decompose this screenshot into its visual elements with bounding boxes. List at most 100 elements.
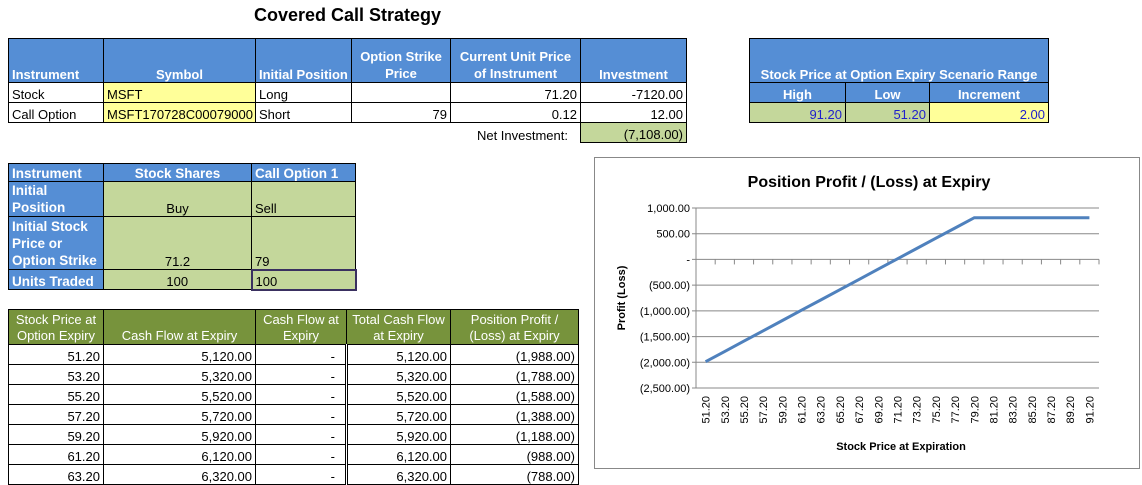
cell-profit-loss[interactable]: (788.00) [451,465,579,485]
cell-stock-cash-flow[interactable]: 6,120.00 [104,445,256,465]
y-tick-label: 1,000.00 [647,203,690,215]
cell-stock-cash-flow[interactable]: 5,120.00 [104,345,256,365]
cell-profit-loss[interactable]: (1,188.00) [451,425,579,445]
sheet-title: Covered Call Strategy [200,5,495,26]
cell-option-cash-flow[interactable]: - [256,405,347,425]
positions-table: Instrument Stock Shares Call Option 1 In… [8,163,357,291]
x-tick-label: 83.20 [1008,396,1020,424]
x-tick-label: 61.20 [797,396,809,424]
x-tick-label: 91.20 [1084,396,1096,424]
profit-loss-chart[interactable]: Position Profit / (Loss) at Expiry Profi… [594,157,1140,469]
x-tick-label: 85.20 [1027,396,1039,424]
cell-instrument[interactable]: Call Option [9,103,104,123]
payoff-table: Stock Price at Option Expiry Cash Flow a… [8,309,579,485]
cell-option-cash-flow[interactable]: - [256,345,347,365]
y-axis-label: Profit (Loss) [616,265,628,330]
cell-strike[interactable] [352,83,451,103]
chart-title: Position Profit / (Loss) at Expiry [748,174,991,191]
cell-profit-loss[interactable]: (1,788.00) [451,365,579,385]
header-symbol: Symbol [104,39,256,83]
cell-stock-cash-flow[interactable]: 6,320.00 [104,465,256,485]
cell-stock-cash-flow[interactable]: 5,920.00 [104,425,256,445]
cell-stock-cash-flow[interactable]: 5,320.00 [104,365,256,385]
cell-position[interactable]: Long [256,83,352,103]
y-tick-label: (1,500.00) [640,332,690,344]
y-tick-label: (2,500.00) [640,383,690,395]
header-low: Low [846,83,930,103]
profit-loss-line [706,218,1090,362]
x-tick-label: 73.20 [912,396,924,424]
cell-profit-loss[interactable]: (1,388.00) [451,405,579,425]
cell-option-cash-flow[interactable]: - [256,365,347,385]
cell-option-cash-flow[interactable]: - [256,425,347,445]
cell-position[interactable]: Short [256,103,352,123]
cell-stock-cash-flow[interactable]: 5,720.00 [104,405,256,425]
x-tick-label: 71.20 [893,396,905,424]
cell-stock-price[interactable]: 51.20 [9,345,104,365]
x-tick-label: 77.20 [950,396,962,424]
low-value[interactable]: 51.20 [846,103,930,123]
cell-option-cash-flow[interactable]: - [256,465,347,485]
cell-symbol[interactable]: MSFT170728C00079000 [104,103,256,123]
cell-total-cash-flow[interactable]: 5,720.00 [347,405,451,425]
header-profit-loss: Position Profit / (Loss) at Expiry [451,310,579,345]
cell-total-cash-flow[interactable]: 5,520.00 [347,385,451,405]
cell-instrument[interactable]: Stock [9,83,104,103]
cell-symbol[interactable]: MSFT [104,83,256,103]
header-stock-shares: Stock Shares [104,164,252,182]
cell-price[interactable]: 71.20 [451,83,581,103]
cell-total-cash-flow[interactable]: 6,320.00 [347,465,451,485]
row-label-units-traded: Units Traded [9,270,104,290]
cell-investment[interactable]: 12.00 [581,103,687,123]
cell-investment[interactable]: -7120.00 [581,83,687,103]
cell-stock-price[interactable]: 63.20 [9,465,104,485]
call-strike[interactable]: 79 [252,217,356,270]
call-units-traded-selected[interactable]: 100 [252,270,356,290]
stock-initial-price[interactable]: 71.2 [104,217,252,270]
cell-stock-price[interactable]: 53.20 [9,365,104,385]
cell-stock-price[interactable]: 55.20 [9,385,104,405]
cell-option-cash-flow[interactable]: - [256,385,347,405]
header-call-option: Call Option 1 [252,164,356,182]
net-investment-label: Net Investment: [9,123,581,143]
x-tick-label: 59.20 [777,396,789,424]
header-high: High [750,83,846,103]
x-tick-label: 67.20 [854,396,866,424]
cell-stock-price[interactable]: 59.20 [9,425,104,445]
cell-profit-loss[interactable]: (988.00) [451,445,579,465]
cell-total-cash-flow[interactable]: 6,120.00 [347,445,451,465]
cell-total-cash-flow[interactable]: 5,920.00 [347,425,451,445]
y-tick-label: (500.00) [649,280,690,292]
header-total-cash-flow: Total Cash Flow at Expiry [347,310,451,345]
x-axis-label: Stock Price at Expiration [836,441,966,453]
cell-strike[interactable]: 79 [352,103,451,123]
stock-initial-position[interactable]: Buy [104,182,252,217]
cell-price[interactable]: 0.12 [451,103,581,123]
stock-units-traded[interactable]: 100 [104,270,252,290]
instruments-table: Instrument Symbol Initial Position Optio… [8,38,687,143]
cell-stock-price[interactable]: 57.20 [9,405,104,425]
cell-profit-loss[interactable]: (1,988.00) [451,345,579,365]
row-label-initial-price: Initial Stock Price or Option Strike [9,217,104,270]
header-stock-price: Stock Price at Option Expiry [9,310,104,345]
net-investment-value[interactable]: (7,108.00) [581,123,687,143]
cell-option-cash-flow[interactable]: - [256,445,347,465]
y-tick-label: (2,000.00) [640,357,690,369]
increment-value[interactable]: 2.00 [930,103,1049,123]
high-value[interactable]: 91.20 [750,103,846,123]
x-tick-label: 65.20 [835,396,847,424]
x-tick-label: 57.20 [758,396,770,424]
cell-profit-loss[interactable]: (1,588.00) [451,385,579,405]
header-stock-cash-flow: Cash Flow at Expiry [104,310,256,345]
x-tick-label: 87.20 [1046,396,1058,424]
cell-total-cash-flow[interactable]: 5,120.00 [347,345,451,365]
cell-stock-cash-flow[interactable]: 5,520.00 [104,385,256,405]
cell-stock-price[interactable]: 61.20 [9,445,104,465]
row-label-initial-position: Initial Position [9,182,104,217]
call-initial-position[interactable]: Sell [252,182,356,217]
cell-total-cash-flow[interactable]: 5,320.00 [347,365,451,385]
x-tick-label: 63.20 [816,396,828,424]
